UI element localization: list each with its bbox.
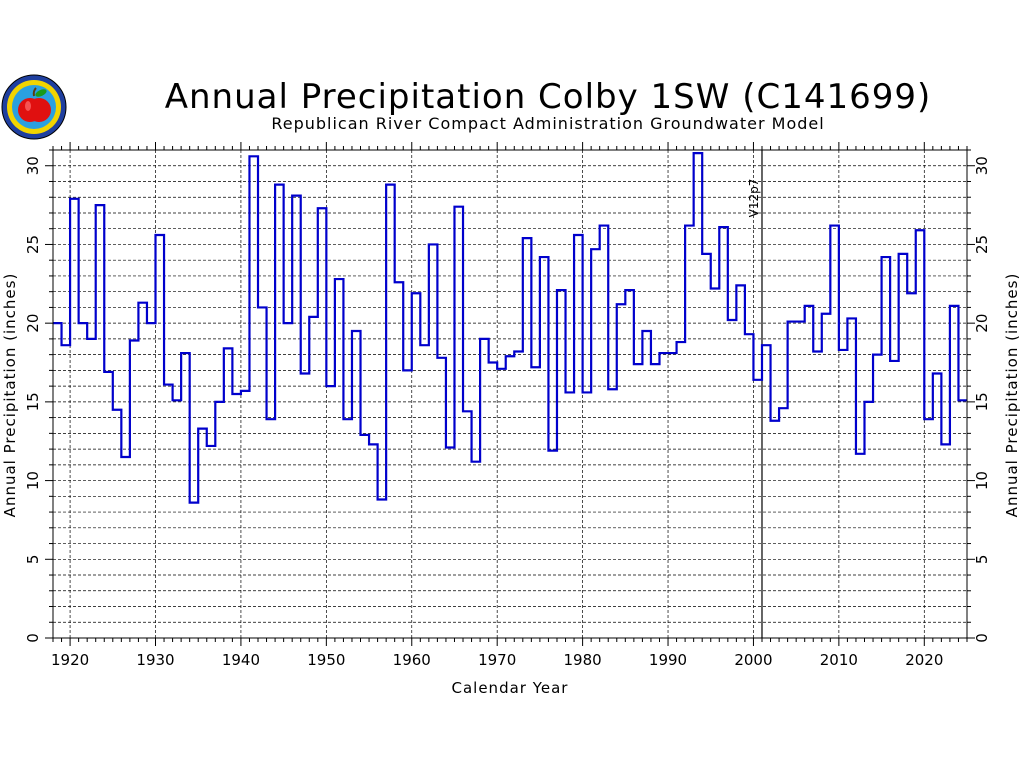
series-layer: [53, 152, 967, 504]
y-axis-label-left: Annual Precipitation (inches): [1, 273, 19, 518]
annotation-label: V12p7: [747, 179, 761, 218]
x-tick-label: 2000: [734, 651, 772, 669]
x-tick-label: 1980: [564, 651, 602, 669]
annotation-marker: V12p7: [747, 150, 763, 638]
x-tick-label: 1960: [393, 651, 431, 669]
y-tick-label-right: 30: [973, 156, 991, 175]
y-tick-label-right: 0: [973, 633, 991, 643]
y-tick-label-right: 20: [973, 314, 991, 333]
chart-title: Annual Precipitation Colby 1SW (C141699): [165, 77, 932, 117]
series-step-line: [53, 152, 967, 504]
tick-labels: 1920 1930 1940 1950 1960 1970 1980 1990 2000 2010…: [24, 156, 991, 669]
y-tick-label-right: 15: [973, 392, 991, 411]
x-tick-label: 2020: [905, 651, 943, 669]
x-tick-label: 1990: [649, 651, 687, 669]
y-tick-label-right: 25: [973, 235, 991, 254]
apple-icon: [18, 87, 51, 122]
chart-subtitle: Republican River Compact Administration …: [271, 114, 824, 133]
x-tick-label: 1920: [51, 651, 89, 669]
y-tick-label-right: 5: [973, 555, 991, 565]
y-tick-label: 10: [24, 471, 42, 490]
grid: [53, 150, 967, 638]
x-tick-label: 2010: [820, 651, 858, 669]
x-tick-label: 1950: [307, 651, 345, 669]
y-tick-label: 30: [24, 156, 42, 175]
plot-frame: [52, 149, 968, 639]
y-tick-label: 5: [24, 555, 42, 565]
y-tick-label: 25: [24, 235, 42, 254]
x-tick-label: 1970: [478, 651, 516, 669]
y-tick-label: 20: [24, 314, 42, 333]
x-tick-label: 1930: [136, 651, 174, 669]
y-axis-label-right: Annual Precipitation (inches): [1003, 273, 1021, 518]
y-tick-label: 0: [24, 633, 42, 643]
axes: [45, 142, 975, 646]
y-tick-label: 15: [24, 392, 42, 411]
y-tick-label-right: 10: [973, 471, 991, 490]
x-tick-label: 1940: [222, 651, 260, 669]
logo-seal: [1, 74, 67, 140]
x-axis-label: Calendar Year: [452, 679, 569, 697]
